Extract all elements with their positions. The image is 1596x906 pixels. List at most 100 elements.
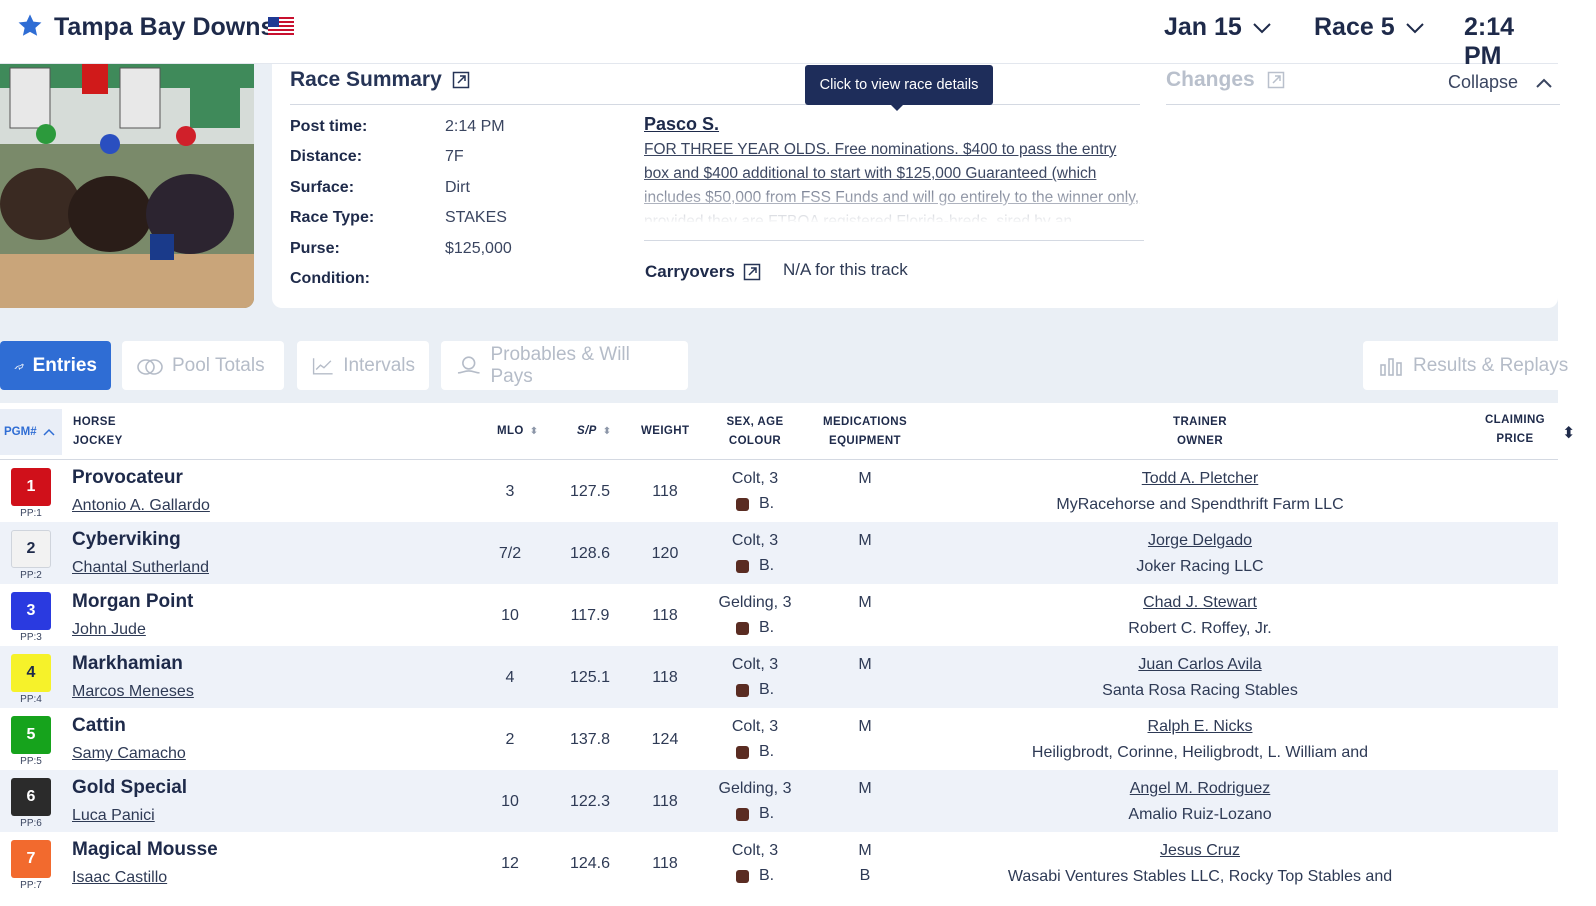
tab-probables-will-pays[interactable]: Probables & Will Pays <box>441 341 688 390</box>
sort-icon: ⬍ <box>1562 425 1576 442</box>
sort-pgm-header[interactable]: PGM# <box>0 409 62 455</box>
table-row[interactable]: 1 PP:1 Provocateur Antonio A. Gallardo 3 127.… <box>0 460 1558 522</box>
tab-entries[interactable]: Entries <box>0 341 111 390</box>
divider <box>644 240 1144 241</box>
summary-value: 2:14 PM <box>445 118 505 135</box>
colour-value: B. <box>758 619 775 636</box>
trainer-link[interactable]: Juan Carlos Avila <box>1138 656 1262 673</box>
horse-name[interactable]: Provocateur <box>72 467 183 488</box>
morning-line-odds: 10 <box>501 607 519 624</box>
speed-figure: 128.6 <box>569 545 611 562</box>
jockey-link[interactable]: Luca Panici <box>72 807 155 824</box>
date-selector[interactable]: Jan 15 <box>1164 13 1272 42</box>
speed-figure: 137.8 <box>569 731 611 748</box>
table-row[interactable]: 2 PP:2 Cyberviking Chantal Sutherland 7/2 128… <box>0 522 1558 584</box>
sex-age-value: Colt, 3 <box>731 842 779 859</box>
tab-label: Pool Totals <box>172 354 265 376</box>
horse-name[interactable]: Gold Special <box>72 777 188 798</box>
track-name: Tampa Bay Downs <box>54 13 275 41</box>
tab-intervals[interactable]: Intervals <box>297 341 429 390</box>
table-row[interactable]: 6 PP:6 Gold Special Luca Panici 10 122.3 118 Ge… <box>0 770 1558 832</box>
trainer-link[interactable]: Angel M. Rodriguez <box>1129 780 1271 797</box>
colour-swatch <box>735 559 749 573</box>
trainer-owner-header: TRAINER OWNER <box>960 413 1440 451</box>
trainer-link[interactable]: Todd A. Pletcher <box>1141 470 1259 487</box>
equipment-value: B <box>859 867 871 884</box>
medications-equipment-header: MEDICATIONS EQUIPMENT <box>810 413 920 451</box>
summary-value: STAKES <box>445 209 507 226</box>
weight-value: 118 <box>652 855 678 872</box>
race-summary-header[interactable]: Race Summary <box>290 68 470 92</box>
race-photo <box>0 64 254 308</box>
horse-jockey-header: HORSE JOCKEY <box>73 413 123 451</box>
sex-age-value: Colt, 3 <box>731 718 779 735</box>
summary-row-distance: Distance: 7F <box>290 148 464 166</box>
trainer-link[interactable]: Jorge Delgado <box>1147 532 1253 549</box>
jockey-link[interactable]: Samy Camacho <box>72 745 186 762</box>
colour-value-wrap: B. <box>700 557 810 575</box>
money-hand-icon <box>457 355 480 374</box>
table-row[interactable]: 3 PP:3 Morgan Point John Jude 10 117.9 118 Geld… <box>0 584 1558 646</box>
changes-header[interactable]: Changes <box>1166 68 1285 92</box>
jockey-header-label: JOCKEY <box>73 435 123 447</box>
jockey-link[interactable]: John Jude <box>72 621 146 638</box>
table-row[interactable]: 5 PP:5 Cattin Samy Camacho 2 137.8 124 Colt, 3 B… <box>0 708 1558 770</box>
tab-pool-totals[interactable]: Pool Totals <box>122 341 284 390</box>
horse-name[interactable]: Magical Mousse <box>72 839 218 860</box>
horse-name[interactable]: Morgan Point <box>72 591 194 612</box>
horse-name[interactable]: Cyberviking <box>72 529 181 550</box>
equipment-header-label: EQUIPMENT <box>829 435 901 447</box>
horse-name[interactable]: Markhamian <box>72 653 183 674</box>
tab-results-replays[interactable]: Results & Replays <box>1363 341 1586 390</box>
colour-header-label: COLOUR <box>728 435 782 447</box>
favorite-star-icon[interactable] <box>16 12 44 40</box>
jockey-link[interactable]: Isaac Castillo <box>72 869 168 886</box>
race-selector[interactable]: Race 5 <box>1314 13 1425 42</box>
jockey-link[interactable]: Chantal Sutherland <box>72 559 209 576</box>
program-number-badge: 4 <box>11 654 51 692</box>
jockey-link[interactable]: Antonio A. Gallardo <box>72 497 210 514</box>
sort-claiming-price-header[interactable]: CLAIMING PRICE <box>1475 411 1555 449</box>
price-header-label: PRICE <box>1496 433 1534 445</box>
date-label: Jan 15 <box>1164 13 1242 41</box>
trainer-link[interactable]: Ralph E. Nicks <box>1147 718 1253 735</box>
post-position: PP:1 <box>20 508 42 519</box>
summary-row-post-time: Post time: 2:14 PM <box>290 118 505 136</box>
claiming-header-label: CLAIMING <box>1484 414 1546 426</box>
external-link-icon <box>1267 71 1284 89</box>
line-chart-icon <box>312 357 333 374</box>
speed-figure: 122.3 <box>569 793 611 810</box>
right-scroll-area <box>1558 0 1596 906</box>
owner-name: Amalio Ruiz-Lozano <box>1128 806 1272 823</box>
summary-label: Post time: <box>290 118 368 135</box>
tab-label: Probables & Will Pays <box>490 343 630 387</box>
sex-age-value: Colt, 3 <box>731 532 779 549</box>
medication-value: M <box>858 532 872 549</box>
table-row[interactable]: 7 PP:7 Magical Mousse Isaac Castillo 12 124.6… <box>0 832 1558 894</box>
owner-name: MyRacehorse and Spendthrift Farm LLC <box>1056 496 1344 513</box>
colour-value: B. <box>758 557 775 574</box>
condition-name-link[interactable]: Pasco S. <box>644 114 720 134</box>
entries-table: PGM# HORSE JOCKEY MLO ⬍ S/P ⬍ WEIGHT SEX, … <box>0 403 1575 906</box>
sort-mlo-header[interactable]: MLO ⬍ <box>497 422 539 441</box>
table-row[interactable]: 4 PP:4 Markhamian Marcos Meneses 4 125.1 118 Co… <box>0 646 1558 708</box>
chevron-up-icon <box>43 428 55 436</box>
sort-speed-header[interactable]: S/P ⬍ <box>577 422 612 441</box>
divider <box>290 104 1140 105</box>
summary-row-race-type: Race Type: STAKES <box>290 209 507 227</box>
weight-value: 118 <box>652 793 678 810</box>
us-flag-icon <box>268 17 294 35</box>
owner-name: Santa Rosa Racing Stables <box>1102 682 1298 699</box>
collapse-button[interactable]: Collapse <box>1448 72 1554 93</box>
weight-value: 120 <box>651 545 679 562</box>
trainer-link[interactable]: Chad J. Stewart <box>1143 594 1257 611</box>
medication-value: M <box>858 594 872 611</box>
trainer-link[interactable]: Jesus Cruz <box>1159 842 1241 859</box>
colour-swatch <box>735 807 749 821</box>
horse-name[interactable]: Cattin <box>72 715 126 736</box>
sex-age-value: Colt, 3 <box>731 656 779 673</box>
weight-value: 124 <box>651 731 679 748</box>
carryovers-link[interactable]: Carryovers <box>645 262 761 282</box>
jockey-link[interactable]: Marcos Meneses <box>72 683 194 700</box>
medications-header-label: MEDICATIONS <box>822 416 908 428</box>
